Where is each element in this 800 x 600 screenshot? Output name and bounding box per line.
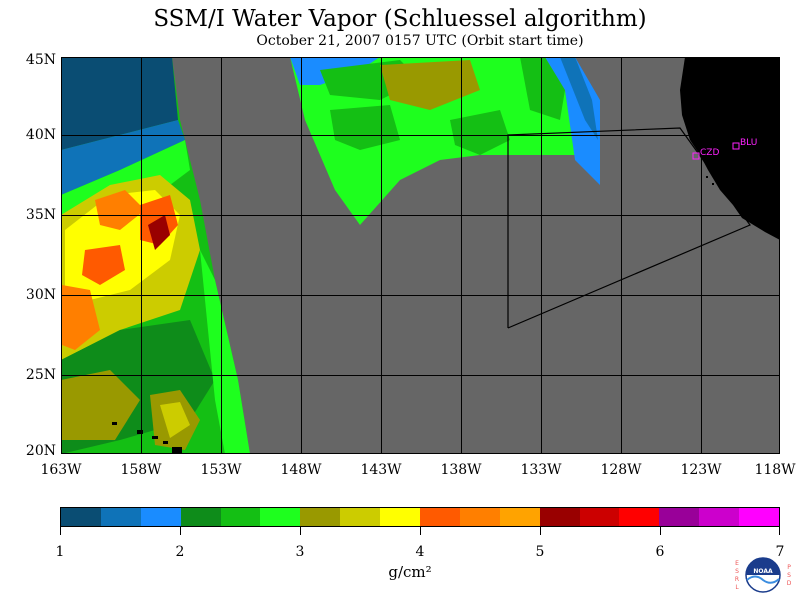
colorbar-segment: [220, 508, 261, 526]
california-land: [680, 57, 780, 240]
colorbar-tick: [300, 527, 301, 535]
lon-label-143w: 143W: [360, 462, 402, 478]
colorbar-segment: [539, 508, 580, 526]
map-subtitle: October 21, 2007 0157 UTC (Orbit start t…: [256, 33, 584, 49]
western-swath: [61, 57, 250, 454]
colorbar-segment: [380, 508, 421, 526]
svg-text:E: E: [735, 560, 739, 567]
lat-label-45n: 45N: [25, 52, 56, 68]
colorbar-tick: [60, 527, 61, 535]
lon-label-138w: 138W: [440, 462, 482, 478]
colorbar-segment: [260, 508, 301, 526]
colorbar-units: g/cm²: [388, 563, 432, 581]
colorbar: [60, 507, 780, 527]
svg-text:S: S: [787, 572, 791, 579]
colorbar-segment: [420, 508, 460, 526]
colorbar-segment: [300, 508, 341, 526]
colorbar-segment: [140, 508, 181, 526]
svg-text:S: S: [735, 568, 739, 575]
colorbar-segment: [100, 508, 141, 526]
svg-text:L: L: [735, 584, 739, 591]
noaa-logo: NOAA E S R L P S D: [735, 557, 792, 593]
colorbar-segment: [180, 508, 221, 526]
lon-label-158w: 158W: [120, 462, 162, 478]
central-swath: [290, 57, 600, 225]
colorbar-tick: [660, 527, 661, 535]
colorbar-segment: [579, 508, 620, 526]
colorbar-segment: [340, 508, 381, 526]
lon-label-148w: 148W: [280, 462, 322, 478]
colorbar-tick-label: 6: [655, 544, 665, 560]
colorbar-segment: [739, 508, 780, 526]
svg-text:NOAA: NOAA: [753, 568, 773, 575]
lon-label-153w: 153W: [200, 462, 242, 478]
lat-label-40n: 40N: [25, 127, 56, 143]
lon-label-118w: 118W: [754, 462, 796, 478]
lon-label-133w: 133W: [520, 462, 562, 478]
lat-label-30n: 30N: [25, 287, 56, 303]
colorbar-segment: [499, 508, 540, 526]
svg-text:P: P: [787, 564, 791, 571]
water-vapor-map: [61, 57, 780, 454]
svg-text:D: D: [787, 580, 792, 587]
colorbar-segment: [659, 508, 700, 526]
hawaiian-islands: [112, 422, 182, 454]
colorbar-segment: [61, 508, 101, 526]
station-label-czd: CZD: [700, 148, 720, 158]
colorbar-tick-label: 1: [55, 544, 65, 560]
colorbar-tick: [779, 527, 780, 535]
colorbar-tick: [180, 527, 181, 535]
colorbar-tick: [420, 527, 421, 535]
lat-label-20n: 20N: [25, 443, 56, 459]
colorbar-tick-label: 5: [535, 544, 545, 560]
colorbar-tick-label: 4: [415, 544, 425, 560]
station-marker-blu: [732, 142, 740, 150]
colorbar-tick: [540, 527, 541, 535]
svg-text:R: R: [735, 576, 739, 583]
lon-label-163w: 163W: [40, 462, 82, 478]
lat-label-25n: 25N: [25, 367, 56, 383]
station-label-blu: BLU: [740, 138, 758, 148]
map-border: [61, 57, 780, 454]
station-marker-czd: [692, 152, 700, 160]
colorbar-tick-label: 3: [295, 544, 305, 560]
colorbar-segment: [699, 508, 740, 526]
colorbar-tick-label: 2: [175, 544, 185, 560]
lon-label-128w: 128W: [600, 462, 642, 478]
colorbar-segment: [619, 508, 660, 526]
colorbar-segment: [459, 508, 500, 526]
lon-label-123w: 123W: [680, 462, 722, 478]
lat-label-35n: 35N: [25, 207, 56, 223]
colorbar-tick-label: 7: [775, 544, 785, 560]
region-outline: [507, 127, 751, 329]
map-title: SSM/I Water Vapor (Schluessel algorithm): [153, 6, 647, 32]
